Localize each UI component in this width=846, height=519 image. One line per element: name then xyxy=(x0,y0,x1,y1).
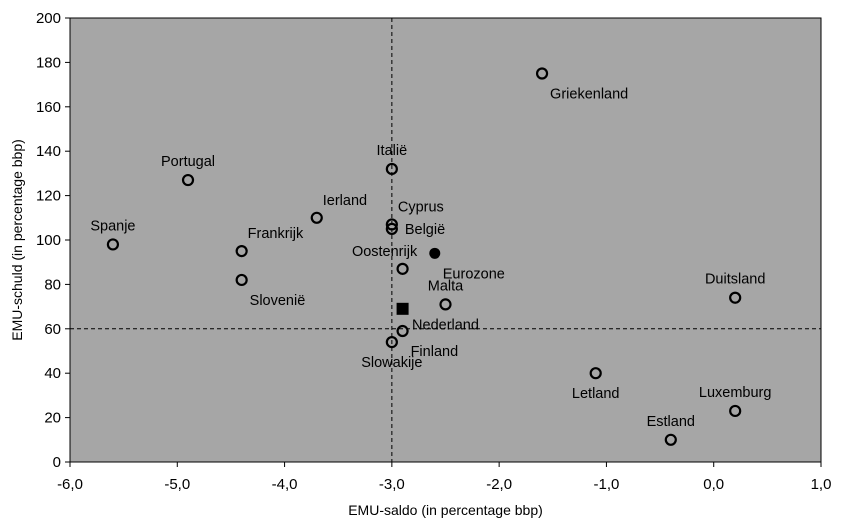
data-point xyxy=(439,298,452,311)
data-point xyxy=(385,162,398,176)
x-tick-label: -1,0 xyxy=(593,476,619,493)
y-tick-label: 20 xyxy=(44,410,61,427)
point-label: Portugal xyxy=(161,154,215,170)
data-point xyxy=(664,433,677,446)
y-tick-label: 140 xyxy=(36,143,61,160)
reference-lines xyxy=(70,18,821,462)
x-axis-title: EMU-saldo (in percentage bbp) xyxy=(348,502,543,518)
point-label: Luxemburg xyxy=(699,385,772,401)
point-label: Finland xyxy=(411,344,459,360)
data-point xyxy=(385,222,398,235)
point-label: Letland xyxy=(572,386,620,402)
point-label: Eurozone xyxy=(443,266,505,282)
data-point xyxy=(181,173,195,187)
y-tick-label: 120 xyxy=(36,188,61,205)
point-label: Estland xyxy=(647,414,695,430)
data-point xyxy=(729,404,742,418)
point-label: Frankrijk xyxy=(248,226,304,242)
data-point xyxy=(235,245,248,258)
data-points xyxy=(106,67,742,446)
point-label: Malta xyxy=(428,278,464,294)
point-label: Ierland xyxy=(323,193,367,209)
y-tick-label: 160 xyxy=(36,99,61,116)
y-tick-label: 180 xyxy=(36,54,61,71)
y-axis-title: EMU-schuld (in percentage bbp) xyxy=(9,139,25,341)
y-tick-label: 60 xyxy=(44,321,61,338)
y-tick-label: 200 xyxy=(36,10,61,27)
plot-area xyxy=(69,17,822,463)
y-axis-ticks: 0 20 40 60 80 100 120 140 160 180 200 xyxy=(36,10,70,471)
y-tick-label: 0 xyxy=(53,454,61,471)
x-tick-label: 1,0 xyxy=(811,476,832,493)
data-point xyxy=(385,218,398,231)
data-point xyxy=(589,367,602,380)
x-axis-ticks: -6,0 -5,0 -4,0 -3,0 -2,0 -1,0 0,0 1,0 xyxy=(57,462,831,493)
point-label: Italië xyxy=(377,143,408,159)
point-label: België xyxy=(405,222,445,238)
data-point xyxy=(729,291,742,304)
y-tick-label: 80 xyxy=(44,276,61,293)
point-label: Nederland xyxy=(412,317,479,333)
x-tick-label: -5,0 xyxy=(164,476,190,493)
x-tick-label: -2,0 xyxy=(486,476,512,493)
point-label: Slovenië xyxy=(250,293,306,309)
y-tick-label: 40 xyxy=(44,365,61,382)
data-point xyxy=(385,336,398,349)
data-point xyxy=(106,238,120,251)
point-labels: Griekenland Portugal Italië Ierland Spanje Fr… xyxy=(90,87,771,430)
data-point xyxy=(235,273,248,287)
point-label: Cyprus xyxy=(398,199,444,215)
data-point-square xyxy=(396,302,409,315)
point-label: Slowakije xyxy=(361,355,422,371)
data-point xyxy=(310,211,323,224)
point-label: Griekenland xyxy=(550,87,628,103)
point-label: Oostenrijk xyxy=(352,244,418,260)
x-tick-label: -4,0 xyxy=(272,476,298,493)
data-point xyxy=(396,324,409,338)
x-tick-label: 0,0 xyxy=(703,476,724,493)
point-label: Spanje xyxy=(90,218,135,234)
x-tick-label: -3,0 xyxy=(379,476,405,493)
data-point xyxy=(535,67,549,80)
data-point xyxy=(396,262,409,275)
x-tick-label: -6,0 xyxy=(57,476,83,493)
y-tick-label: 100 xyxy=(36,232,61,249)
data-point-eurozone xyxy=(429,247,441,259)
point-label: Duitsland xyxy=(705,272,765,288)
